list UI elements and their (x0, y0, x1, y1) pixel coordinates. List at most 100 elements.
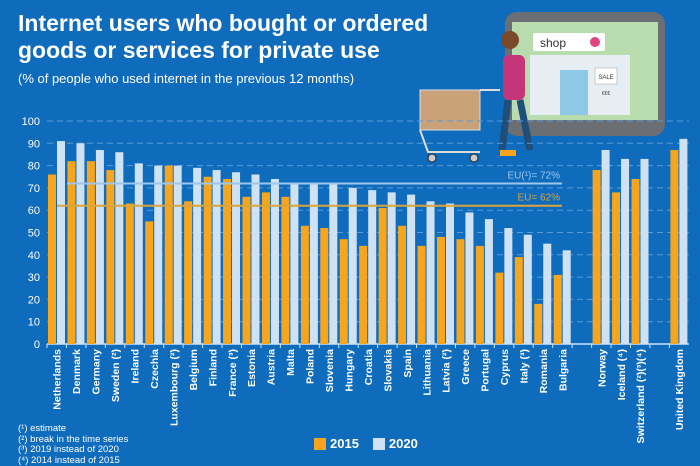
y-tick-label: 100 (22, 116, 40, 128)
bar-2020 (193, 167, 202, 344)
bar-2015 (281, 196, 290, 344)
x-tick-label: Bulgaria (557, 349, 569, 391)
bar-2015 (475, 245, 484, 344)
legend-item-2015: 2015 (314, 436, 359, 451)
x-tick-label: Poland (305, 349, 317, 384)
bar-2015 (261, 192, 270, 344)
bar-2020 (95, 149, 104, 344)
legend: 2015 2020 (314, 436, 418, 451)
shop-logo-icon (590, 37, 600, 47)
bar-2020 (115, 152, 124, 344)
x-tick-label: Portugal (480, 349, 492, 392)
bar-2020 (290, 183, 299, 344)
person-legs (498, 99, 534, 151)
shopping-illustration: SALE €€€ shop (419, 12, 665, 163)
bar-2015 (223, 178, 232, 344)
bar-2015 (495, 272, 504, 344)
y-tick-label: 20 (28, 294, 40, 306)
bar-2015 (378, 207, 387, 344)
x-tick-label: Lithuania (421, 349, 433, 396)
bar-2015 (145, 221, 154, 344)
x-tick-label: Belgium (188, 349, 200, 390)
bar-2015 (86, 161, 95, 344)
bar-2020 (465, 212, 474, 344)
bar-2020 (601, 149, 610, 344)
bar-2015 (48, 174, 56, 344)
x-tick-label: Switzerland (²)(³)(⁴) (635, 349, 647, 443)
x-tick-label: Croatia (363, 349, 375, 385)
bar-2015 (106, 170, 115, 344)
bar-2015 (359, 245, 368, 344)
x-tick-label: Finland (207, 349, 219, 386)
cart-wheel-icon (469, 153, 479, 163)
y-tick-label: 30 (28, 272, 40, 284)
eu-average-label: EU= 62% (517, 193, 560, 204)
bar-2020 (76, 143, 85, 344)
bar-2020 (543, 243, 552, 344)
legend-label: 2020 (388, 436, 418, 451)
bar-2020 (407, 194, 416, 344)
bar-2020 (504, 228, 513, 344)
shopping-cart-icon (419, 89, 481, 131)
bar-2020 (154, 165, 163, 344)
bar-2020 (523, 234, 532, 344)
cart-frame (419, 89, 500, 153)
footnote: (³) 2019 instead of 2020 (18, 444, 119, 455)
x-tick-label: Greece (460, 349, 472, 385)
person-shoe (500, 150, 516, 156)
bar-2020 (212, 170, 221, 344)
bar-2015 (184, 201, 193, 344)
footnote: (¹) estimate (18, 423, 67, 434)
legend-swatch (314, 437, 326, 450)
y-tick-label: 0 (34, 339, 40, 351)
x-tick-label: Slovakia (382, 349, 394, 392)
bar-2020 (329, 183, 338, 344)
x-tick-label: Austria (266, 349, 278, 385)
bar-2015 (339, 239, 348, 344)
bar-2015 (164, 165, 173, 344)
person-body (503, 55, 525, 100)
bar-2015 (67, 161, 76, 344)
y-tick-label: 90 (28, 138, 40, 150)
shop-door (560, 70, 588, 115)
x-tick-label: Latvia (²) (441, 349, 453, 393)
bar-2015 (242, 196, 251, 344)
bar-2020 (640, 158, 649, 344)
y-tick-label: 80 (28, 161, 40, 173)
bar-2020 (679, 138, 688, 344)
bar-2015 (631, 178, 640, 344)
x-tick-label: Sweden (²) (110, 349, 122, 402)
price-sign: €€€ (602, 91, 611, 97)
bar-2020 (484, 219, 493, 344)
bar-2020 (368, 190, 377, 344)
bar-2015 (456, 239, 465, 344)
bar-2015 (553, 274, 562, 344)
bar-2020 (562, 250, 571, 344)
chart-title: Internet users who bought or ordered goo… (18, 10, 429, 63)
bar-2020 (446, 203, 454, 344)
bar-2015 (320, 228, 329, 344)
bar-2015 (125, 203, 134, 344)
footnote: (⁴) 2014 instead of 2015 (18, 454, 120, 466)
bar-2015 (398, 225, 407, 344)
x-tick-label: Hungary (343, 349, 355, 392)
x-tick-label: Iceland (⁴) (616, 349, 628, 400)
x-tick-label: Denmark (71, 349, 83, 394)
x-tick-label: Romania (538, 349, 550, 394)
x-tick-label: Germany (91, 349, 103, 395)
x-tick-label: Norway (596, 349, 608, 387)
person-icon (501, 31, 519, 49)
x-tick-label: Ireland (130, 349, 142, 383)
x-tick-label: Cyprus (499, 349, 511, 385)
bar-2015 (592, 170, 601, 344)
bar-2015 (612, 192, 621, 344)
bar-2020 (232, 172, 241, 344)
bar-2015 (437, 236, 445, 344)
eu-average-label: EU(¹)= 72% (507, 170, 560, 181)
x-tick-label: Netherlands (52, 349, 64, 410)
bar-2020 (134, 163, 143, 344)
bar-2020 (426, 201, 435, 344)
bar-2020 (348, 187, 357, 344)
sale-board (594, 67, 618, 85)
